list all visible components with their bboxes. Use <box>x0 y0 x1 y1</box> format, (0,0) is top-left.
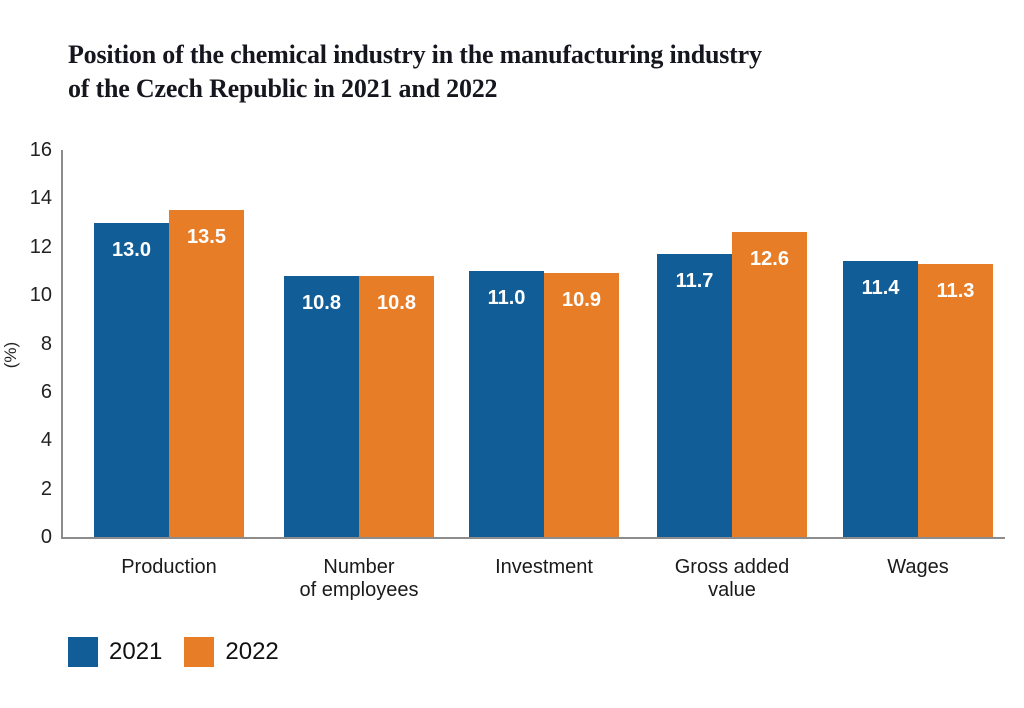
bar-2021-4: 11.4 <box>843 261 918 537</box>
legend: 2021 2022 <box>68 637 279 667</box>
legend-item-2022: 2022 <box>184 637 279 667</box>
bar-2022-2: 10.9 <box>544 273 619 537</box>
category-label-0: Production <box>121 556 217 578</box>
chart-title-line2: of the Czech Republic in 2021 and 2022 <box>68 74 498 103</box>
y-tick-6: 6 <box>40 380 52 403</box>
bar-value-label: 10.8 <box>302 291 341 314</box>
bar-2021-0: 13.0 <box>94 222 169 537</box>
bar-value-label: 10.8 <box>377 291 416 314</box>
category-label-1: Number of employees <box>299 556 419 601</box>
y-axis-line <box>61 150 63 539</box>
bar-2022-3: 12.6 <box>732 232 807 537</box>
bar-2022-1: 10.8 <box>359 275 434 537</box>
bar-value-label: 13.5 <box>187 226 226 249</box>
bar-value-label: 13.0 <box>112 238 151 261</box>
legend-label-2021: 2021 <box>109 638 163 665</box>
bar-value-label: 11.3 <box>936 279 975 302</box>
legend-label-2022: 2022 <box>225 638 279 665</box>
category-label-4: Wages <box>887 556 949 578</box>
y-tick-8: 8 <box>40 332 52 355</box>
y-tick-10: 10 <box>29 284 52 307</box>
y-tick-14: 14 <box>29 187 52 210</box>
bar-value-label: 12.6 <box>750 248 789 271</box>
bar-2022-0: 13.5 <box>169 210 244 537</box>
bar-value-label: 11.4 <box>861 277 900 300</box>
y-tick-4: 4 <box>40 429 52 452</box>
legend-swatch-2022 <box>184 637 215 667</box>
bar-2021-1: 10.8 <box>284 275 359 537</box>
bar-2021-3: 11.7 <box>657 254 732 537</box>
x-axis-line <box>61 537 1005 539</box>
y-tick-0: 0 <box>40 526 52 548</box>
y-tick-2: 2 <box>40 477 52 500</box>
bar-value-label: 10.9 <box>562 289 601 312</box>
chart-title: Position of the chemical industry in the… <box>68 38 948 106</box>
category-label-2: Investment <box>495 556 593 578</box>
legend-item-2021: 2021 <box>68 637 162 667</box>
bar-value-label: 11.7 <box>675 270 714 292</box>
category-label-3: Gross added value <box>674 556 790 601</box>
y-tick-12: 12 <box>29 235 52 258</box>
chart-title-line1: Position of the chemical industry in the… <box>68 40 762 69</box>
y-tick-16: 16 <box>29 139 52 161</box>
bar-2022-4: 11.3 <box>918 263 993 537</box>
bar-2021-2: 11.0 <box>469 270 544 537</box>
legend-swatch-2021 <box>68 637 98 667</box>
bar-value-label: 11.0 <box>487 286 526 309</box>
